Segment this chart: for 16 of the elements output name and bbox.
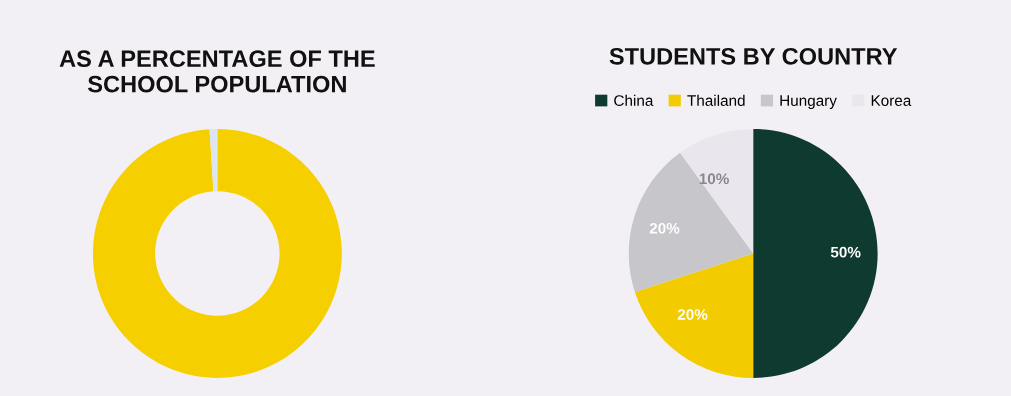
data-label: 10% [699, 173, 729, 185]
donut-slice [209, 128, 218, 192]
data-label: 20% [649, 222, 680, 234]
data-label: 50% [830, 246, 861, 258]
legend-label: China [614, 94, 654, 106]
legend-label: Korea [871, 95, 912, 106]
pie-slice [753, 128, 878, 378]
chart-title: AS A PERCENTAGE OF THE SCHOOL POPULATION [59, 50, 375, 93]
data-label: 20% [677, 309, 708, 320]
donut-slice [92, 128, 342, 378]
legend-label: Hungary [780, 95, 837, 110]
pie-slice [680, 128, 754, 254]
pie-slice [634, 253, 754, 378]
pie-slice [628, 152, 754, 292]
legend-label: Thailand [687, 94, 745, 106]
chart-title: STUDENTS BY COUNTRY [609, 47, 898, 65]
